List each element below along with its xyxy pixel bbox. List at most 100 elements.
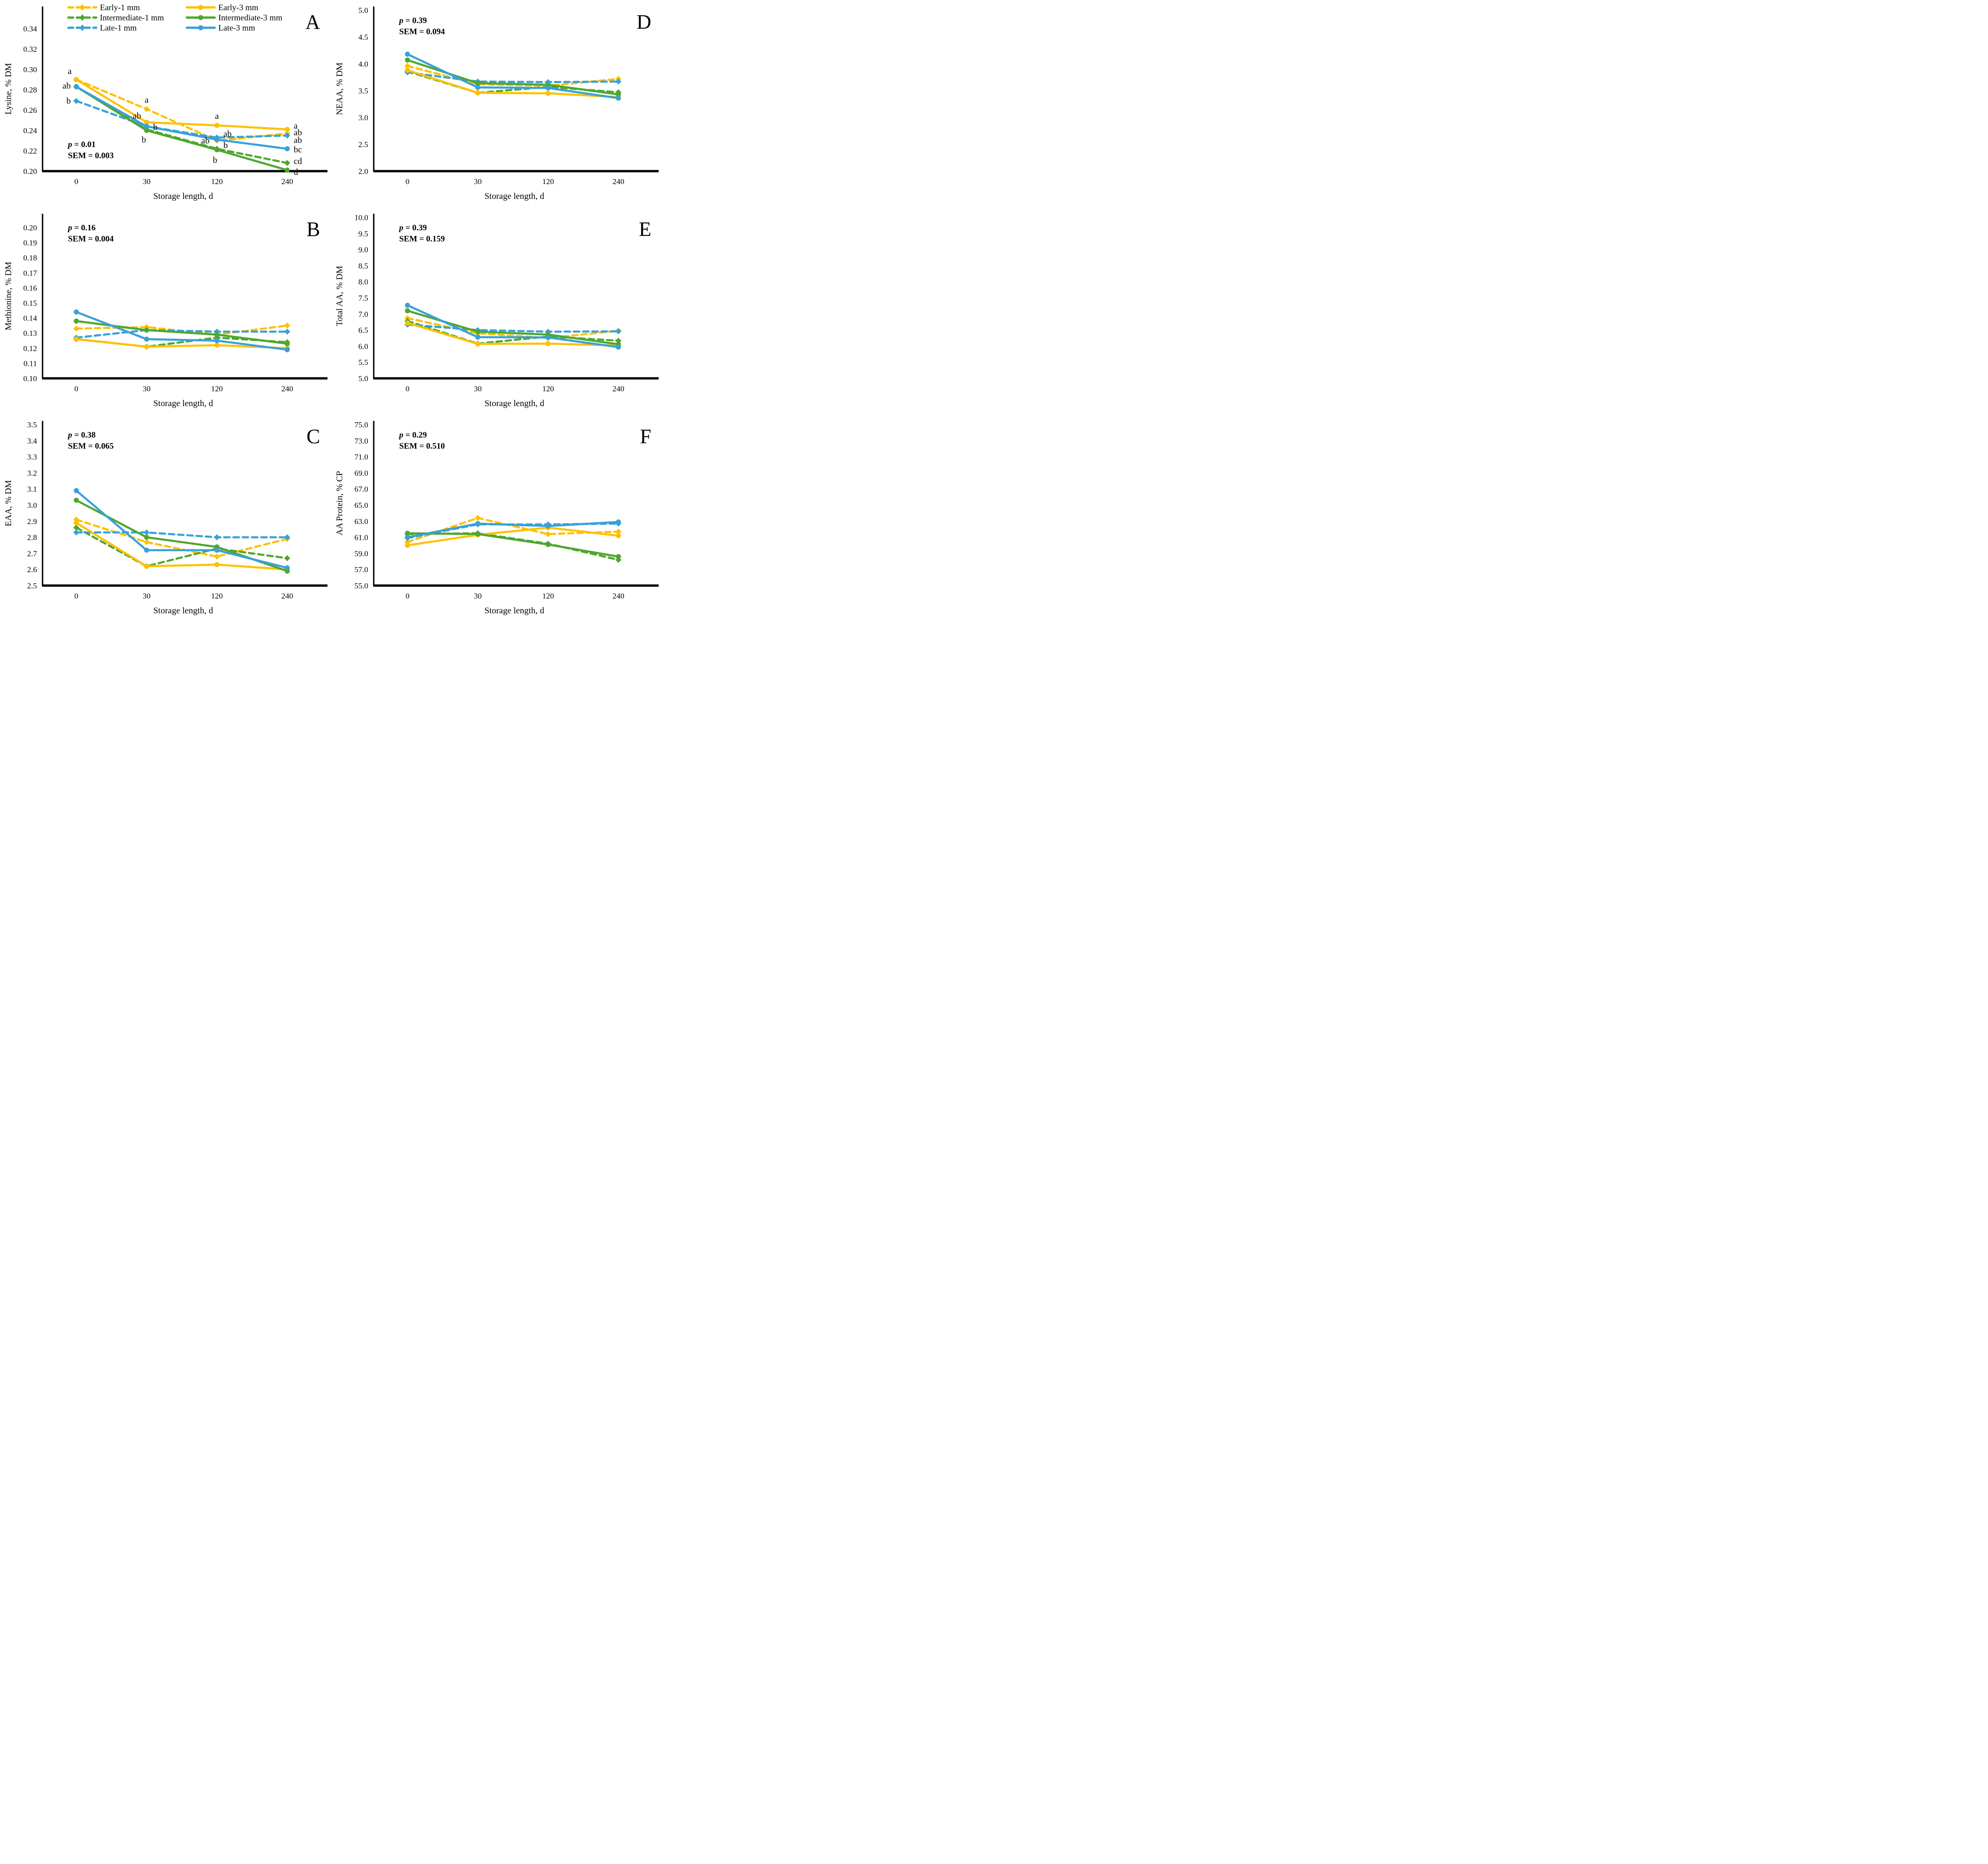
y-tick-label: 7.5 xyxy=(358,294,368,302)
series-line-late-3-mm xyxy=(406,521,620,538)
series-line-late-3-mm xyxy=(75,86,289,150)
data-point-early-3-mm xyxy=(74,336,79,342)
series-line-intermediate-1-mm xyxy=(406,532,620,561)
significance-letter: b xyxy=(153,123,158,132)
sem-text: SEM = 0.065 xyxy=(68,441,114,451)
significance-letter: b xyxy=(223,141,228,150)
data-point-late-3-mm xyxy=(475,334,481,340)
y-tick-label: 5.0 xyxy=(358,374,368,383)
data-point-early-3-mm xyxy=(214,342,220,348)
p-value-text: p = 0.39 xyxy=(398,16,427,25)
legend-marker-icon xyxy=(80,14,85,21)
series-line-late-3-mm xyxy=(406,53,620,99)
data-point-late-3-mm xyxy=(284,347,290,352)
data-point-late-3-mm xyxy=(214,547,220,553)
y-tick-label: 0.18 xyxy=(23,253,37,262)
data-point-late-3-mm xyxy=(214,338,220,343)
panel-methionine: 0.10 0.11 0.12 0.13 0.14 0.15 0.16 0.17 0.18 0.19… xyxy=(0,207,331,414)
data-point-intermediate-3-mm xyxy=(475,80,481,86)
x-axis-title: Storage length, d xyxy=(153,191,213,201)
data-point-late-3-mm xyxy=(545,523,551,529)
y-tick-label: 4.5 xyxy=(358,33,368,42)
data-point-intermediate-3-mm xyxy=(214,147,220,153)
data-point-intermediate-1-mm xyxy=(284,160,290,166)
data-point-late-3-mm xyxy=(144,123,149,129)
data-point-intermediate-3-mm xyxy=(405,57,410,63)
significance-letter: ab xyxy=(294,136,302,145)
data-point-early-3-mm xyxy=(214,562,220,568)
y-tick-label: 0.13 xyxy=(23,329,37,338)
legend-marker-icon xyxy=(198,15,204,20)
data-point-early-1-mm xyxy=(404,539,411,545)
y-tick-label: 0.17 xyxy=(23,269,37,278)
x-tick-label: 30 xyxy=(142,177,150,186)
data-point-intermediate-3-mm xyxy=(284,341,290,346)
panel-letter: F xyxy=(640,425,651,448)
series-line-intermediate-1-mm xyxy=(75,526,289,568)
y-tick-label: 67.0 xyxy=(354,485,368,494)
x-tick-label: 0 xyxy=(74,592,79,600)
panel-eaa: 2.5 2.6 2.7 2.8 2.9 3.0 3.1 3.2 3.3 3.4 3.5 0 30 120 2… xyxy=(0,414,331,622)
x-tick-label: 120 xyxy=(211,384,223,393)
data-point-early-3-mm xyxy=(144,119,149,125)
data-point-intermediate-3-mm xyxy=(284,167,290,173)
y-tick-label: 5.0 xyxy=(358,6,368,15)
sem-text: SEM = 0.510 xyxy=(399,441,445,451)
legend-label: Early-3 mm xyxy=(218,3,258,12)
x-axis-title: Storage length, d xyxy=(484,399,544,408)
x-tick-label: 30 xyxy=(142,384,150,393)
y-tick-label: 2.7 xyxy=(27,549,37,558)
p-value-text: p = 0.39 xyxy=(398,223,427,232)
y-tick-label: 0.20 xyxy=(23,223,37,232)
y-tick-label: 3.5 xyxy=(27,420,37,429)
panel-letter: A xyxy=(305,11,320,33)
y-tick-label: 3.0 xyxy=(358,113,368,122)
data-point-intermediate-1-mm xyxy=(284,555,290,562)
y-axis-title: Total AA, % DM xyxy=(335,266,345,327)
data-point-early-3-mm xyxy=(616,533,621,538)
data-point-late-3-mm xyxy=(616,95,621,101)
significance-letter: b xyxy=(213,155,217,165)
methionine-chart: 0.10 0.11 0.12 0.13 0.14 0.15 0.16 0.17 0.18 0.19… xyxy=(4,214,327,408)
data-point-early-1-mm xyxy=(475,515,481,521)
series-line-late-3-mm xyxy=(75,489,289,569)
panel-letter: E xyxy=(639,218,651,241)
data-point-early-3-mm xyxy=(284,127,290,132)
x-tick-label: 0 xyxy=(406,177,410,186)
data-point-early-1-mm xyxy=(143,106,150,112)
x-axis-title: Storage length, d xyxy=(484,606,544,616)
data-point-intermediate-3-mm xyxy=(144,535,149,540)
data-point-early-3-mm xyxy=(405,320,410,326)
y-tick-label: 0.19 xyxy=(23,239,37,247)
data-point-late-1-mm xyxy=(73,98,80,104)
data-point-early-1-mm xyxy=(73,325,80,332)
panel-letter: C xyxy=(307,425,320,448)
data-point-late-3-mm xyxy=(475,85,481,90)
data-point-late-1-mm xyxy=(615,328,622,334)
significance-letter: ab xyxy=(294,128,302,138)
data-point-early-3-mm xyxy=(545,91,551,96)
p-value-text: p = 0.01 xyxy=(67,140,96,149)
y-tick-label: 0.28 xyxy=(23,86,37,94)
data-point-late-1-mm xyxy=(214,534,220,541)
y-tick-label: 4.0 xyxy=(358,60,368,68)
y-tick-label: 9.0 xyxy=(358,246,368,254)
data-point-late-3-mm xyxy=(405,302,410,308)
y-tick-label: 0.14 xyxy=(23,314,37,323)
y-tick-label: 5.5 xyxy=(358,358,368,367)
data-point-early-3-mm xyxy=(405,68,410,73)
y-axis-title: NEAA, % DM xyxy=(335,62,345,115)
data-point-late-3-mm xyxy=(405,535,410,540)
y-tick-label: 3.3 xyxy=(27,453,37,462)
data-point-early-1-mm xyxy=(615,528,622,535)
y-tick-label: 2.6 xyxy=(27,565,37,574)
data-point-late-3-mm xyxy=(144,547,149,553)
data-point-intermediate-3-mm xyxy=(74,318,79,324)
series-line-late-1-mm xyxy=(75,329,289,339)
y-tick-label: 6.0 xyxy=(358,342,368,351)
series-line-early-3-mm xyxy=(406,526,620,547)
data-point-intermediate-3-mm xyxy=(405,531,410,536)
data-point-late-1-mm xyxy=(615,78,622,85)
y-tick-label: 0.24 xyxy=(23,126,37,135)
significance-letter: ab xyxy=(62,81,71,91)
